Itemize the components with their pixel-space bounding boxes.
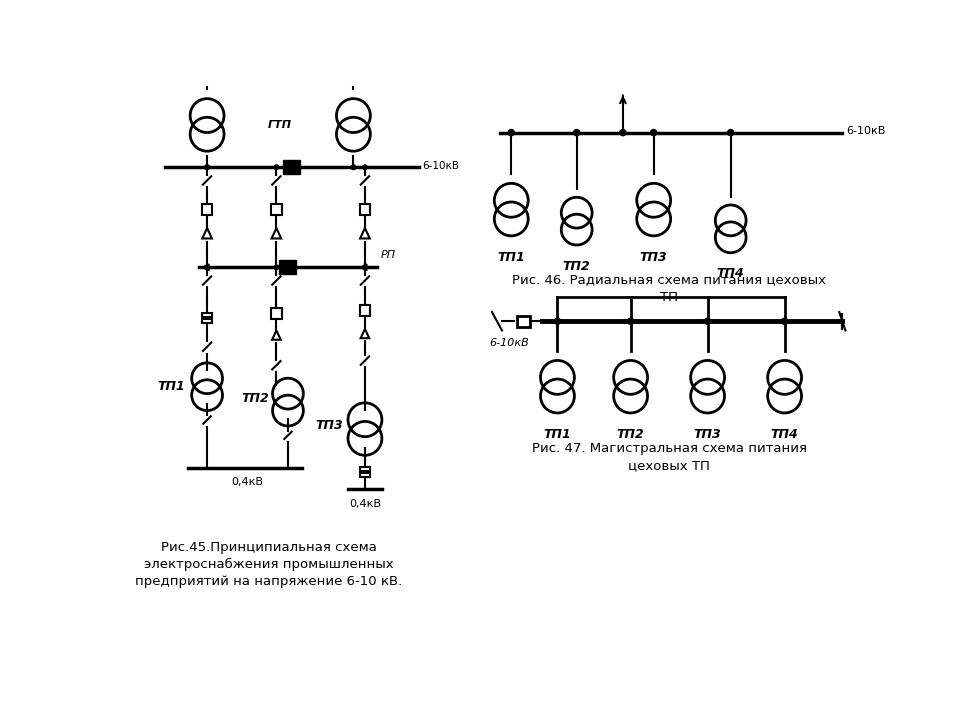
Text: РП: РП [380, 250, 396, 260]
Text: Рис. 47. Магистральная схема питания
цеховых ТП: Рис. 47. Магистральная схема питания цех… [532, 442, 806, 472]
Text: 6-10кВ: 6-10кВ [846, 126, 885, 136]
Text: Рис. 46. Радиальная схема питания цеховых
ТП: Рис. 46. Радиальная схема питания цеховы… [512, 274, 827, 304]
Bar [271, 204, 282, 215]
Bar [360, 204, 371, 215]
Text: 0,4кВ: 0,4кВ [231, 477, 264, 487]
Text: ТП2: ТП2 [563, 260, 590, 273]
Circle shape [275, 265, 278, 270]
Bar [203, 313, 212, 317]
Text: 6-10кВ: 6-10кВ [422, 161, 460, 171]
Circle shape [651, 130, 657, 135]
Bar [360, 474, 370, 477]
Circle shape [628, 318, 634, 324]
Bar [203, 320, 212, 323]
Text: ТП4: ТП4 [771, 428, 799, 441]
Circle shape [351, 165, 356, 169]
Circle shape [363, 265, 368, 270]
Text: ТП3: ТП3 [639, 251, 667, 264]
Text: 0,4кВ: 0,4кВ [348, 498, 381, 508]
Text: 6-10кВ: 6-10кВ [489, 338, 529, 348]
Circle shape [508, 130, 515, 135]
Text: ТП1: ТП1 [157, 380, 185, 393]
Text: ТП2: ТП2 [616, 428, 644, 441]
Circle shape [574, 130, 580, 135]
Circle shape [363, 165, 368, 169]
Text: ТП1: ТП1 [543, 428, 571, 441]
Bar [283, 161, 300, 174]
Circle shape [620, 130, 626, 135]
Text: ТП3: ТП3 [316, 419, 344, 432]
Bar [202, 204, 212, 215]
Bar [360, 305, 371, 316]
Bar [360, 467, 370, 471]
Circle shape [275, 165, 278, 169]
Circle shape [204, 165, 209, 169]
Text: ТП4: ТП4 [717, 267, 745, 280]
Circle shape [705, 318, 710, 324]
Bar [271, 308, 282, 319]
Text: ТП2: ТП2 [241, 392, 269, 405]
Text: Рис.45.Принципиальная схема
электроснабжения промышленных
предприятий на напряже: Рис.45.Принципиальная схема электроснабж… [135, 541, 402, 588]
Circle shape [781, 318, 787, 324]
Circle shape [204, 265, 209, 270]
Bar [279, 261, 297, 274]
Text: ТП3: ТП3 [694, 428, 722, 441]
Circle shape [728, 130, 733, 135]
Text: ГТП: ГТП [268, 120, 292, 130]
Circle shape [204, 165, 209, 169]
Circle shape [554, 318, 561, 324]
Bar [517, 316, 530, 327]
Text: ТП1: ТП1 [497, 251, 525, 264]
